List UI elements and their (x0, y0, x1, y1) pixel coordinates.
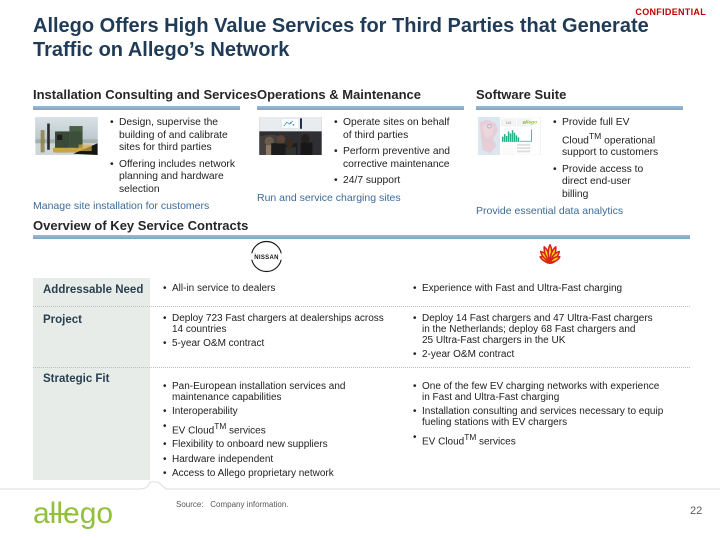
svg-text:allego: allego (523, 120, 537, 126)
svg-text:143: 143 (506, 121, 512, 125)
svg-text:NISSAN: NISSAN (254, 255, 278, 261)
